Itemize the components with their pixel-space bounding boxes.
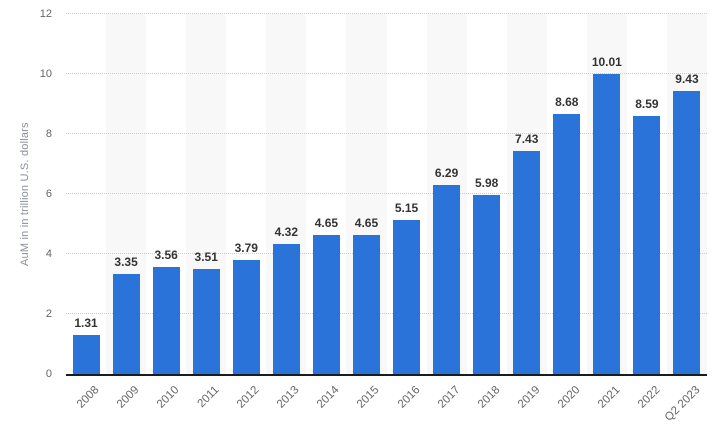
x-axis-label: 2014 [315,384,342,411]
bar-value-label: 8.59 [635,97,659,112]
x-axis-label: 2008 [74,384,102,411]
bar[interactable] [633,116,661,374]
bar-value-label: 4.65 [354,215,379,230]
bar-value-label: 3.35 [114,254,138,269]
bar[interactable] [673,91,701,374]
y-tick-label: 4 [45,248,52,260]
x-axis-line [66,374,707,376]
x-axis-label: 2012 [235,384,262,411]
bar-value-label: 8.68 [555,94,579,109]
x-axis-label: 2010 [155,384,182,411]
bar-value-label: 9.43 [675,72,699,87]
y-tick-label: 8 [45,128,52,140]
y-tick-label: 0 [45,368,52,380]
bar[interactable] [513,151,541,374]
bar-value-label: 4.65 [314,215,339,230]
gridline [66,73,707,74]
y-tick-label: 12 [39,8,52,20]
y-tick-label: 6 [45,188,52,200]
bar-value-label: 6.29 [434,166,459,181]
x-axis-label: 2017 [435,384,463,411]
y-tick-label: 10 [39,68,52,80]
x-axis-label: 2016 [395,384,423,411]
gridline [66,313,707,314]
x-axis-label: Q2 2023 [662,384,703,424]
x-axis-label: 2015 [355,384,382,411]
bar-value-label: 3.56 [154,248,178,263]
bar-value-label: 10.01 [591,54,622,69]
x-axis-label: 2018 [475,384,503,411]
bar-value-label: 5.98 [474,175,499,190]
bar[interactable] [232,260,260,374]
bar[interactable] [272,244,300,374]
bar-value-label: 3.51 [194,249,218,264]
bar[interactable] [72,334,100,374]
gridline [66,253,707,254]
bar-value-label: 3.79 [234,241,258,256]
bar[interactable] [312,234,340,374]
bar-value-label: 4.32 [274,225,299,240]
bar-value-label: 7.43 [515,132,539,147]
x-axis-label: 2013 [275,384,302,411]
x-axis-label: 2019 [515,384,543,411]
y-tick-label: 2 [45,308,52,320]
bar-value-label: 5.15 [394,200,419,215]
bar-value-label: 1.31 [74,315,98,330]
bar[interactable] [433,185,461,374]
x-axis-label: 2020 [555,384,583,411]
bar[interactable] [393,219,421,374]
bar[interactable] [553,113,581,374]
bar[interactable] [473,194,501,374]
x-axis-label: 2009 [114,384,142,411]
bar[interactable] [152,267,180,374]
bar[interactable] [192,268,220,374]
x-axis-label: 2021 [595,384,623,411]
x-axis-label: 2022 [635,384,663,411]
gridline [66,13,707,14]
bar[interactable] [112,273,140,374]
bar[interactable] [593,73,621,374]
x-axis-label: 2011 [195,384,222,410]
gridline [66,133,707,134]
gridline [66,193,707,194]
bar[interactable] [352,234,380,374]
